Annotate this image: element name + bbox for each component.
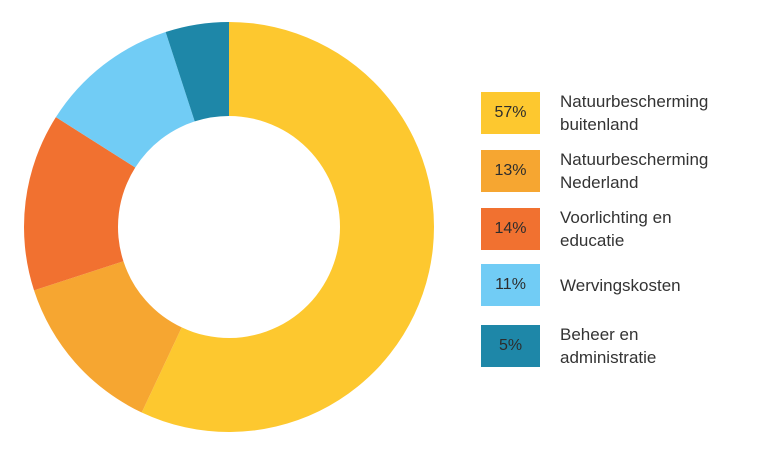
legend-swatch-5: 5% — [481, 325, 540, 367]
donut-slice-14-percent — [24, 117, 136, 291]
legend-swatch-13: 13% — [481, 150, 540, 192]
legend-label-natuurbescherming-nederland: Natuurbescherming Nederland — [560, 150, 709, 192]
legend-item-natuurbescherming-nederland: 13% Natuurbescherming Nederland — [481, 148, 760, 194]
donut-chart — [24, 22, 435, 432]
legend-item-wervingskosten: 11% Wervingskosten — [481, 264, 760, 306]
donut-slice-11-percent — [55, 32, 195, 168]
legend-swatch-57: 57% — [481, 92, 540, 134]
legend-swatch-11: 11% — [481, 264, 540, 306]
donut-slice-13-percent — [34, 261, 182, 413]
legend-label-natuurbescherming-buitenland: Natuurbescherming buitenland — [560, 92, 709, 134]
legend-item-beheer-en-administratie: 5% Beheer en administratie — [481, 323, 760, 369]
legend-item-voorlichting-en-educatie: 14% Voorlichting en educatie — [481, 206, 760, 252]
legend-item-natuurbescherming-buitenland: 57% Natuurbescherming buitenland — [481, 90, 760, 136]
legend-label-beheer-en-administratie: Beheer en administratie — [560, 325, 657, 367]
donut-slice-5-percent — [165, 22, 229, 122]
legend-swatch-14: 14% — [481, 208, 540, 250]
legend-label-wervingskosten: Wervingskosten — [560, 275, 681, 295]
donut-slice-57-percent — [141, 22, 435, 432]
legend-label-voorlichting-en-educatie: Voorlichting en educatie — [560, 208, 672, 250]
